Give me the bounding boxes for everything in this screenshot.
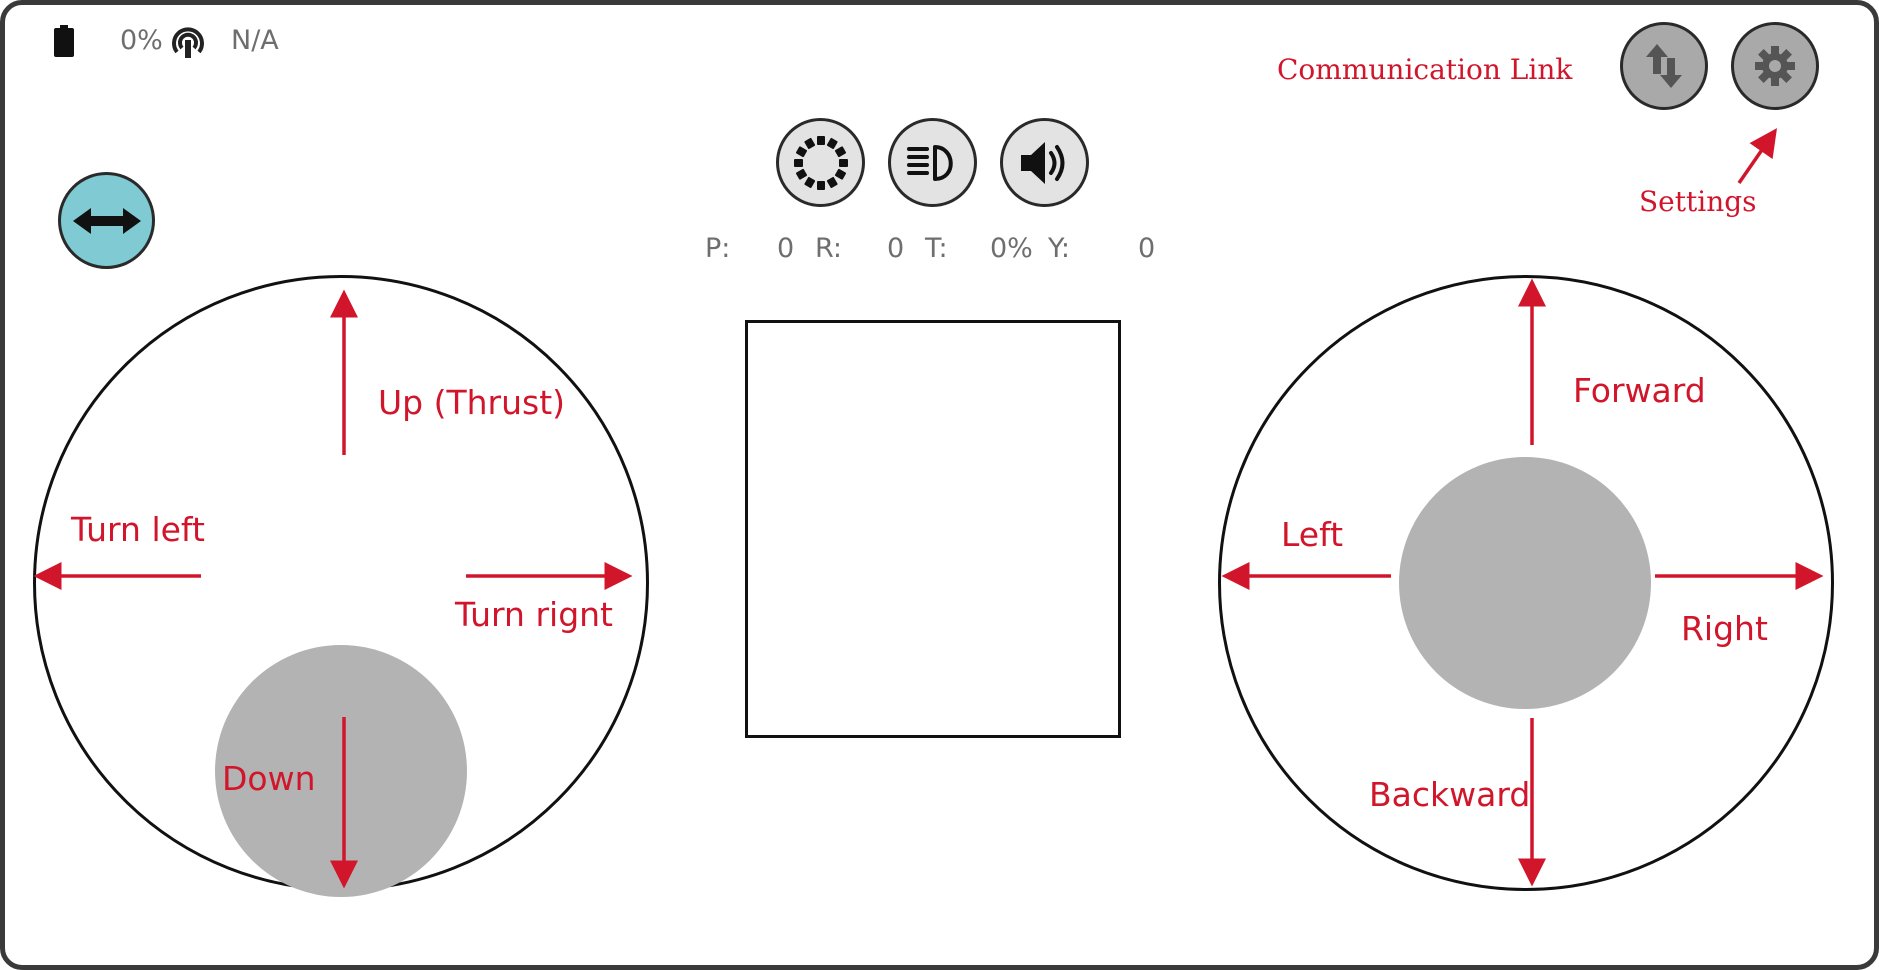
throttle-label: T: [925,233,948,264]
right-joystick-knob[interactable] [1399,457,1651,709]
pitch-label: P: [705,233,731,264]
communication-link-button[interactable] [1620,22,1708,110]
settings-annotation: Settings [1639,185,1757,218]
right-label: Right [1681,609,1768,648]
horn-button[interactable] [1000,118,1089,207]
settings-button[interactable] [1731,22,1819,110]
left-label: Left [1281,515,1344,554]
loading-ring-icon [793,135,848,190]
turn-left-label: Turn left [71,510,205,549]
yaw-label: Y: [1048,233,1071,264]
record-button[interactable] [776,118,865,207]
roll-value: 0 [887,233,905,264]
swap-vertical-icon [1646,44,1682,88]
video-feed-panel [745,320,1121,738]
signal-status: N/A [231,25,279,56]
horizontal-arrows-icon [72,207,141,234]
mode-toggle-button[interactable] [58,172,155,269]
yaw-value: 0 [1138,233,1156,264]
left-joystick-knob[interactable] [215,645,467,897]
headlight-button[interactable] [888,118,977,207]
down-label: Down [222,759,316,798]
forward-label: Forward [1573,371,1706,410]
battery-percent: 0% [120,25,163,56]
roll-label: R: [815,233,843,264]
throttle-value: 0% [990,233,1033,264]
settings-pointer-arrow [1737,128,1777,184]
up-thrust-label: Up (Thrust) [378,383,566,422]
signal-icon [172,27,204,58]
speaker-icon [1020,141,1064,184]
pitch-value: 0 [777,233,795,264]
communication-link-annotation: Communication Link [1277,53,1573,86]
backward-label: Backward [1369,775,1531,814]
turn-right-label: Turn rignt [455,595,613,634]
gear-icon [1755,46,1795,86]
battery-icon [54,25,74,57]
headlight-icon [906,144,953,181]
